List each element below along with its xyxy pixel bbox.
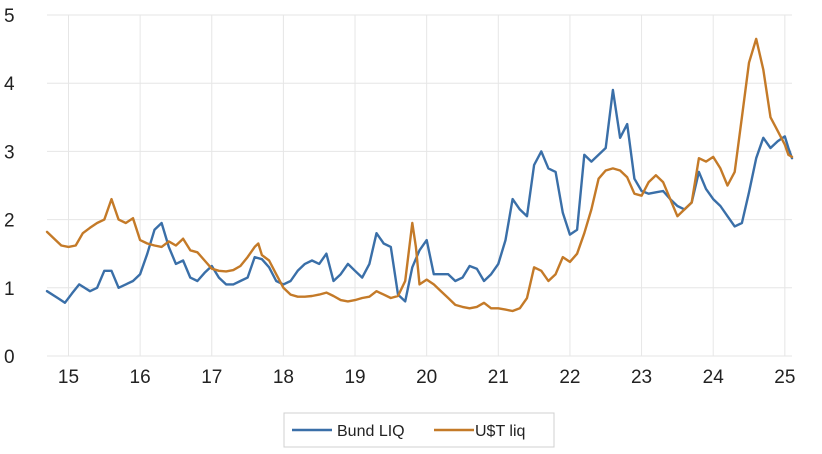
- x-tick-label: 16: [130, 367, 151, 388]
- series-line-0: [45, 88, 794, 304]
- y-tick-label: 1: [4, 279, 15, 300]
- y-axis-ticks: 0 1 2 3 4 5: [4, 6, 15, 368]
- x-axis-ticks: 15 16 17 18 19 20 21 22 23 24 25: [58, 367, 795, 388]
- legend-label-1: U$T liq: [475, 423, 525, 440]
- series-line-1: [45, 37, 794, 313]
- x-tick-label: 22: [559, 367, 580, 388]
- legend-label-0: Bund LIQ: [337, 423, 405, 440]
- legend: Bund LIQ U$T liq: [283, 412, 555, 448]
- y-tick-label: 5: [4, 6, 15, 27]
- x-tick-label: 20: [416, 367, 437, 388]
- y-tick-label: 2: [4, 211, 15, 232]
- x-tick-label: 18: [273, 367, 294, 388]
- x-tick-label: 21: [488, 367, 509, 388]
- x-tick-label: 17: [201, 367, 222, 388]
- x-tick-label: 23: [631, 367, 652, 388]
- x-tick-label: 15: [58, 367, 79, 388]
- x-tick-label: 19: [344, 367, 365, 388]
- y-tick-label: 4: [4, 74, 15, 95]
- y-tick-label: 3: [4, 142, 15, 163]
- x-tick-label: 25: [774, 367, 795, 388]
- x-tick-label: 24: [703, 367, 725, 388]
- gridlines: [47, 14, 792, 357]
- series-lines: [45, 37, 794, 313]
- y-tick-label: 0: [4, 347, 15, 368]
